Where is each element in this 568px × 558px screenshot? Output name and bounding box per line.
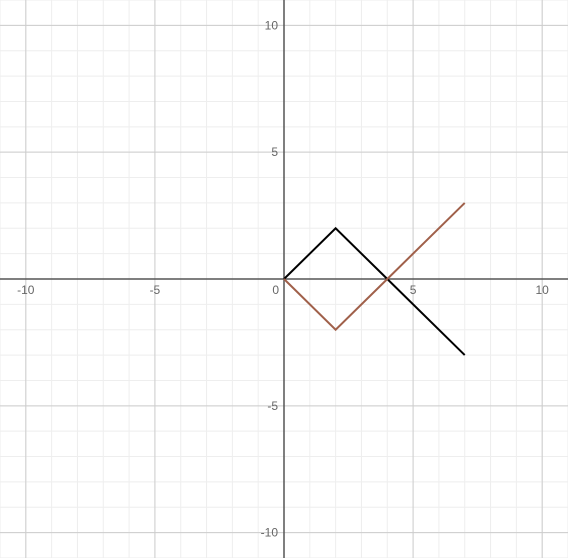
x-axis-label: 5 [410,283,417,297]
y-axis-label: 10 [265,18,279,32]
line-chart: -10 -5 0 5 10 -10 -5 5 10 [0,0,568,558]
x-axis-label: -5 [150,283,161,297]
y-axis-label: -5 [267,399,278,413]
x-axis-label: 10 [536,283,550,297]
y-axis-label: -10 [261,526,279,540]
chart-container: -10 -5 0 5 10 -10 -5 5 10 [0,0,568,558]
x-axis-label: -10 [17,283,35,297]
y-axis-label: 5 [271,145,278,159]
x-axis-label: 0 [272,283,279,297]
